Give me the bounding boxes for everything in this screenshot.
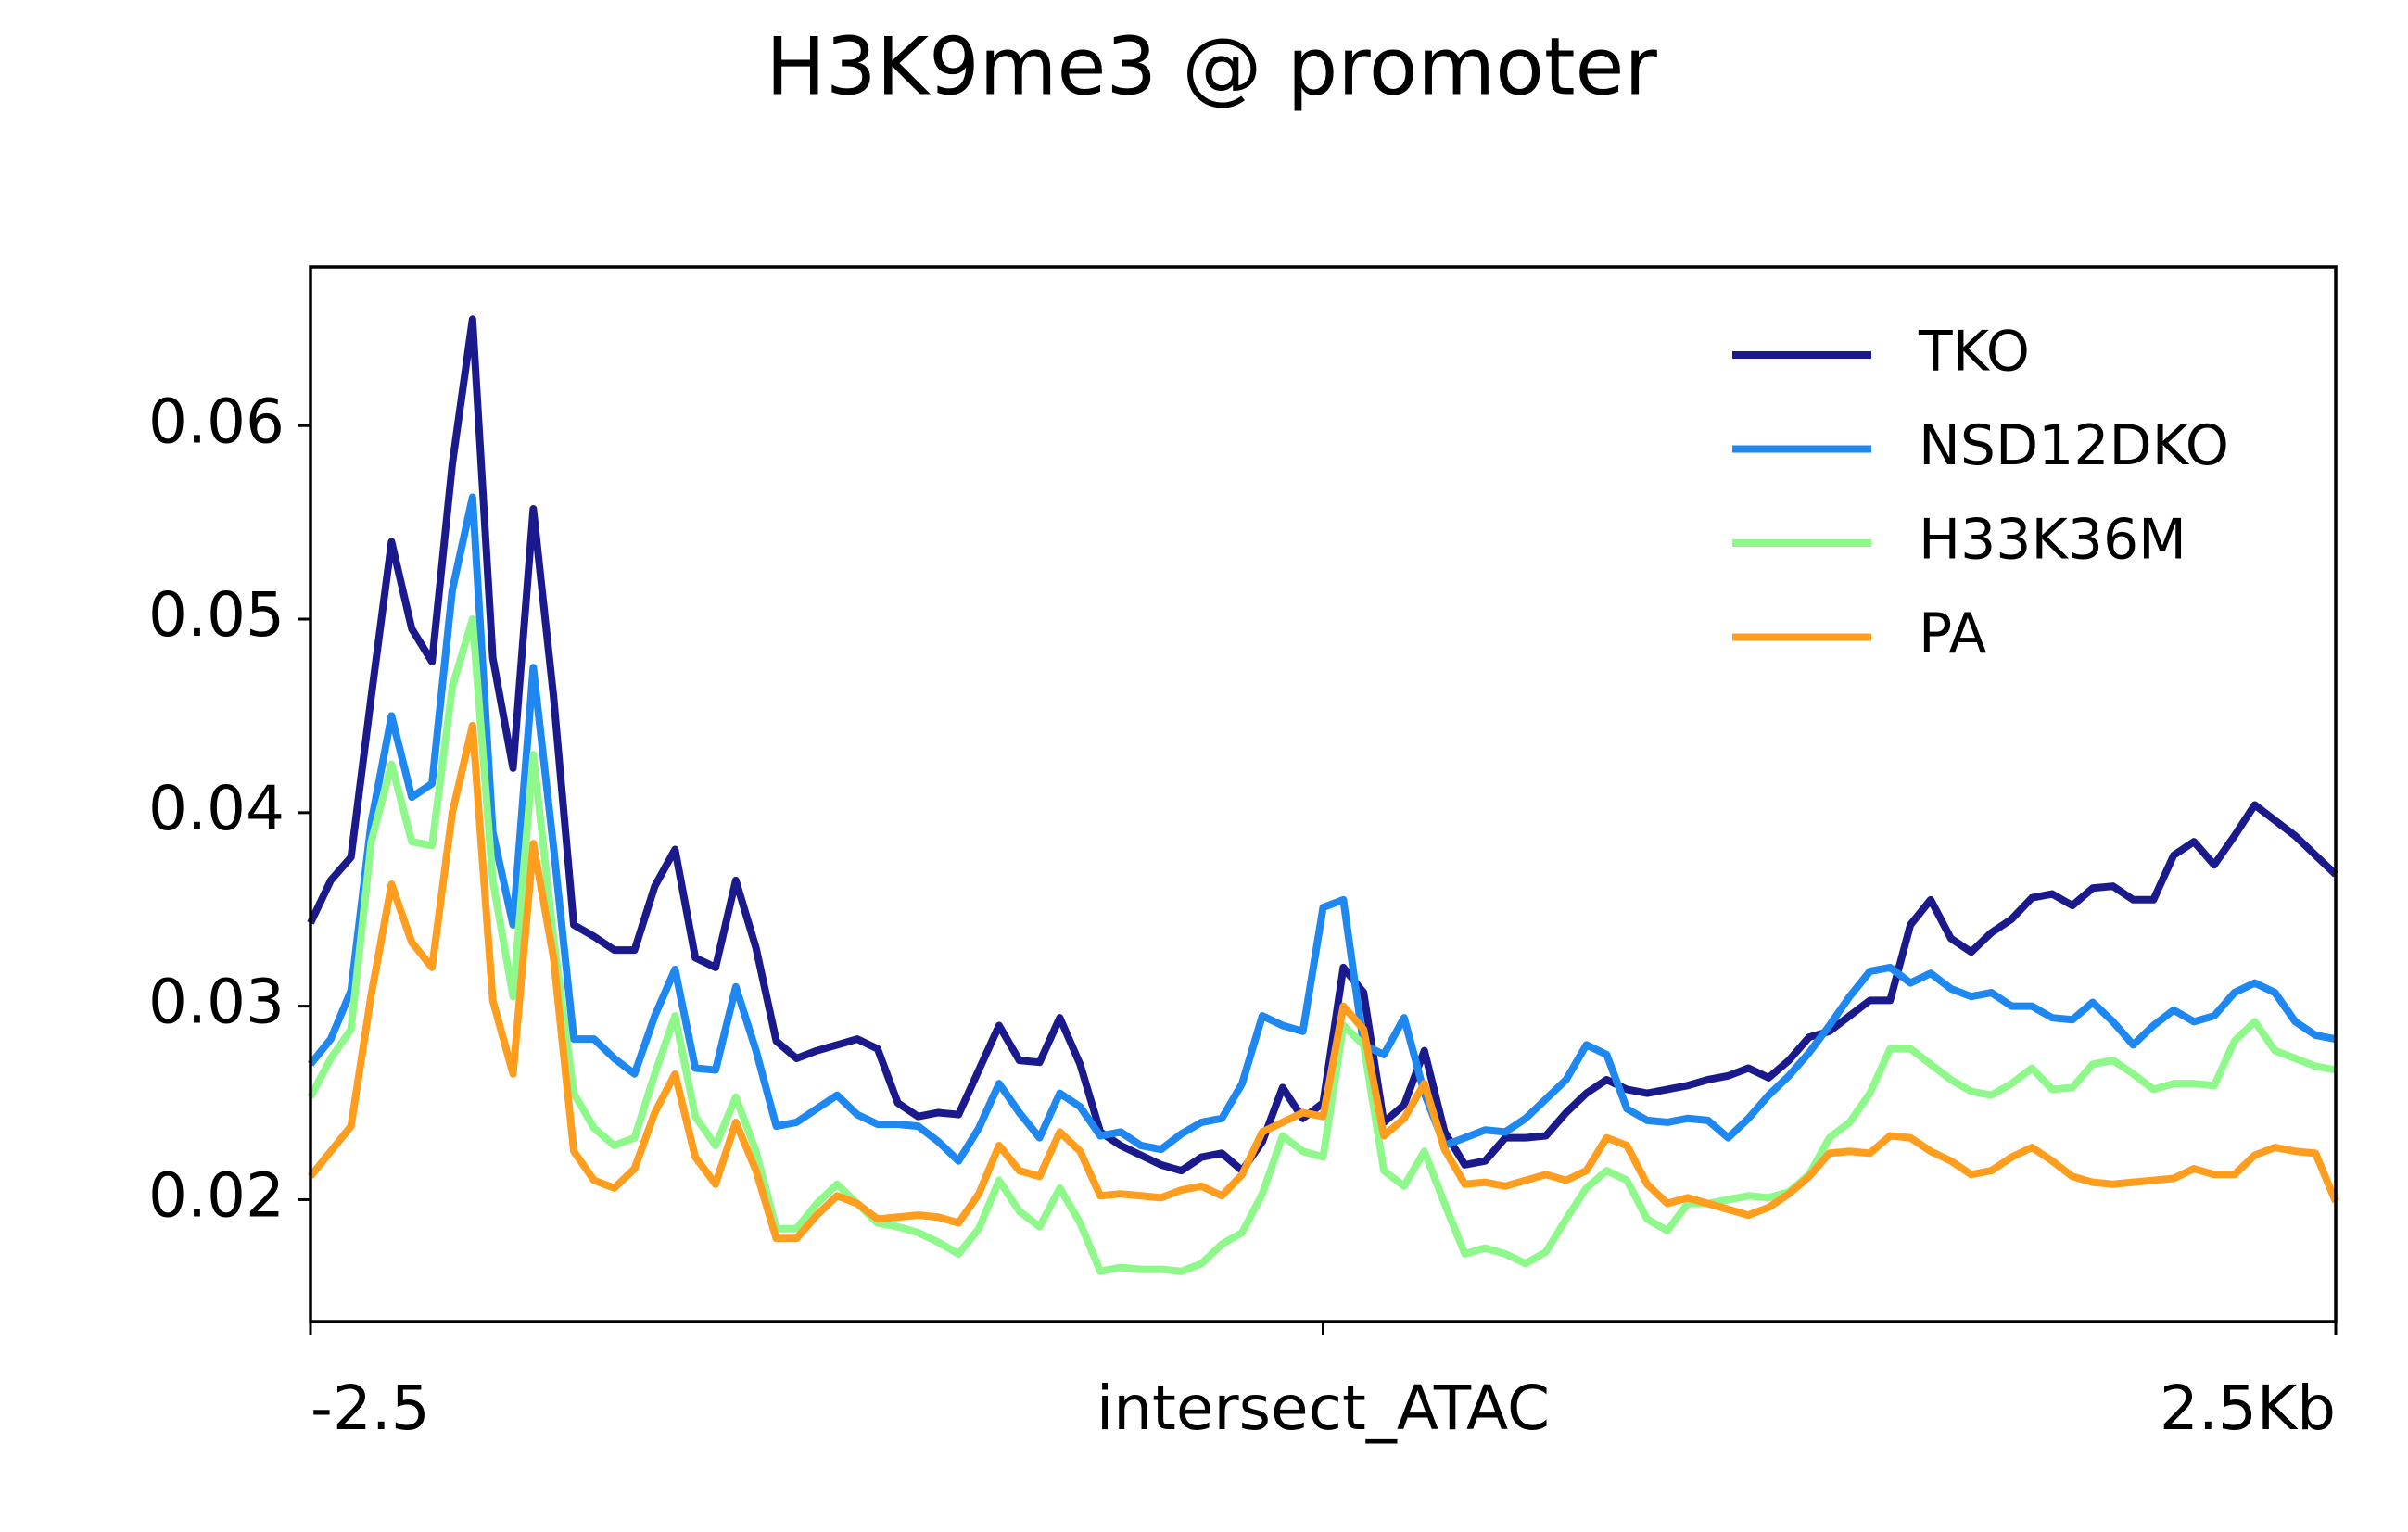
y-tick-label: 0.05 (148, 579, 285, 651)
legend-label: H33K36M (1919, 508, 2186, 573)
y-tick-label: 0.03 (148, 967, 285, 1038)
plot-frame (309, 265, 2338, 1323)
legend-label: NSD12DKO (1919, 413, 2229, 478)
x-tick-label: -2.5 (311, 1373, 430, 1444)
legend-label: TKO (1918, 320, 2030, 385)
legend-label: PA (1919, 601, 1986, 666)
chart-title: H3K9me3 @ promoter (766, 20, 1657, 113)
series-line (307, 493, 2337, 1165)
x-tick-label: intersect_ATAC (1096, 1373, 1550, 1444)
y-tick-label: 0.06 (148, 386, 285, 457)
y-tick-label: 0.04 (148, 773, 285, 844)
y-tick-label: 0.02 (148, 1160, 285, 1232)
series-line (307, 721, 2339, 1243)
series-line (307, 615, 2337, 1275)
x-tick-label: 2.5Kb (2160, 1373, 2336, 1444)
